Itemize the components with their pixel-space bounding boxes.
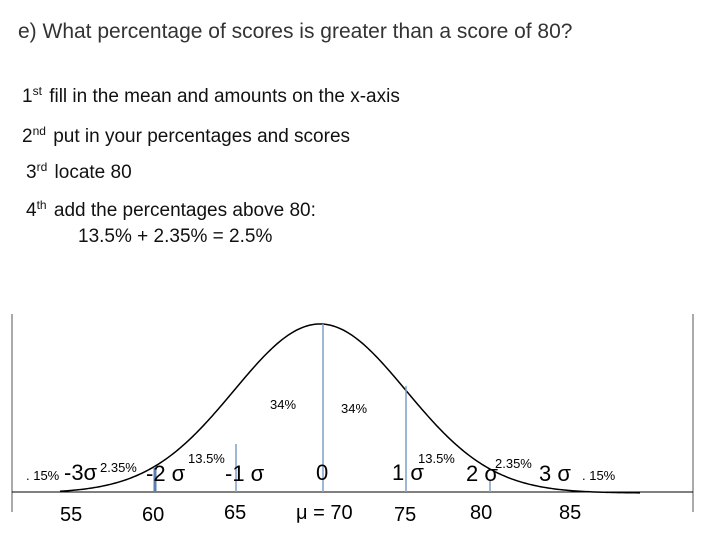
sigma-label-pos1: 1 σ [392, 460, 424, 485]
question-title: e) What percentage of scores is greater … [18, 20, 573, 43]
percent-tail-right: . 15% [582, 468, 616, 483]
sigma-label-neg2: -2 σ [146, 461, 186, 486]
step-2-suffix: nd [32, 124, 46, 138]
sigma-label-neg1: -1 σ [225, 461, 265, 486]
step-3: 3rd locate 80 [26, 160, 132, 184]
percent-13-5-left: 13.5% [188, 451, 225, 466]
score-65: 65 [224, 502, 247, 524]
step-1-number: 1 [22, 86, 33, 107]
step-4-suffix: th [36, 198, 47, 212]
step-4-number: 4 [26, 200, 37, 221]
score-80: 80 [470, 502, 493, 524]
bell-curve [59, 323, 641, 494]
step-1-text: fill in the mean and amounts on the x-ax… [49, 86, 400, 107]
sum-line: 13.5% + 2.35% = 2.5% [78, 226, 273, 247]
score-60: 60 [142, 504, 165, 526]
score-85: 85 [559, 502, 582, 524]
step-3-suffix: rd [36, 160, 48, 174]
step-4: 4th add the percentages above 80: [26, 198, 316, 222]
score-55: 55 [60, 504, 83, 526]
score-mean: μ = 70 [296, 502, 353, 524]
step-3-number: 3 [26, 162, 37, 183]
percent-13-5-right: 13.5% [418, 451, 455, 466]
sigma-label-pos3: 3 σ [539, 461, 571, 486]
percent-34-right: 34% [341, 401, 368, 416]
sigma-label-zero: 0 [316, 460, 329, 485]
sigma-label-pos2: 2 σ [466, 461, 498, 486]
step-2-text: put in your percentages and scores [53, 126, 351, 147]
percent-2-35-left: 2.35% [100, 460, 137, 475]
step-4-text: add the percentages above 80: [53, 200, 316, 221]
percent-2-35-right: 2.35% [495, 456, 532, 471]
percent-34-left: 34% [270, 397, 297, 412]
step-3-text: locate 80 [54, 162, 132, 183]
step-1: 1st fill in the mean and amounts on the … [22, 84, 400, 108]
percent-tail-left: . 15% [26, 468, 60, 483]
sigma-label-neg3: -3σ [64, 460, 98, 485]
step-2-number: 2 [22, 126, 33, 147]
step-2: 2nd put in your percentages and scores [22, 124, 350, 148]
step-1-suffix: st [32, 84, 42, 98]
score-75: 75 [394, 504, 417, 526]
